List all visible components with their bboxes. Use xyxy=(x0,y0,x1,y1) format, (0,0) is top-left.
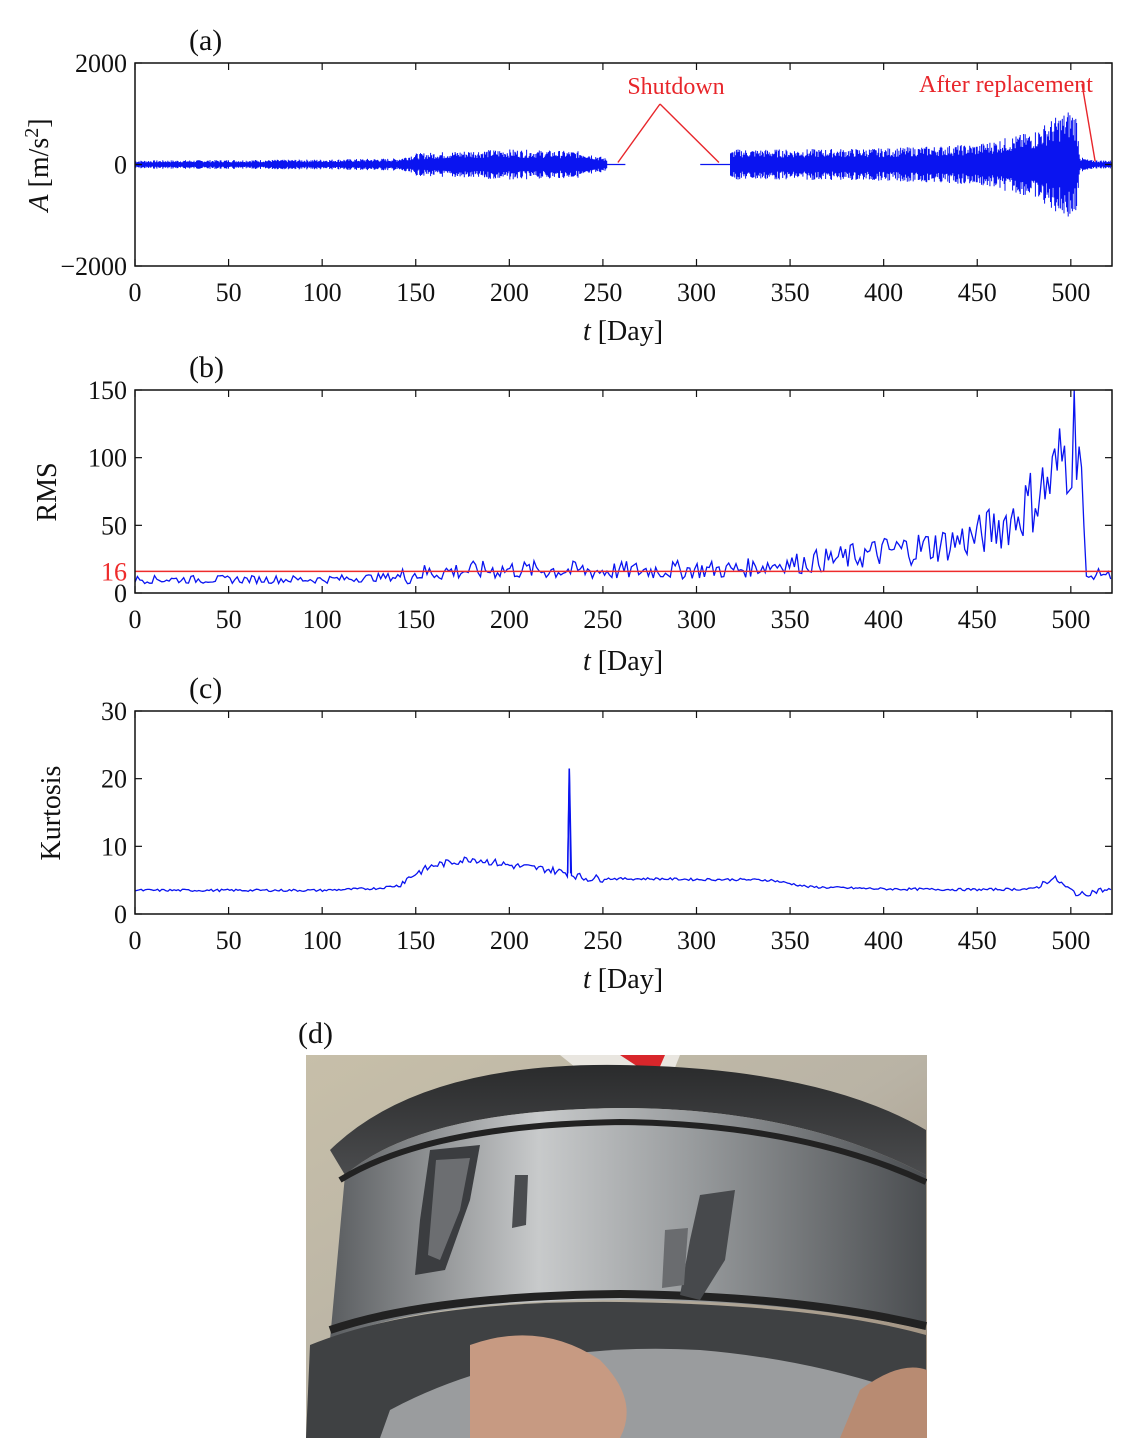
x-tick-label: 100 xyxy=(303,605,342,634)
x-tick-label: 400 xyxy=(864,605,903,634)
x-tick-label: 150 xyxy=(396,926,435,955)
bearing-photo xyxy=(306,1055,927,1438)
panel-label-a: (a) xyxy=(189,24,222,57)
x-tick-label: 500 xyxy=(1051,926,1090,955)
threshold-label: 16 xyxy=(101,557,127,586)
chart-c-xlabel: t [Day] xyxy=(583,964,663,995)
y-tick-label: 10 xyxy=(101,832,127,861)
x-tick-label: 450 xyxy=(958,605,997,634)
chart-a-annotations: Shutdown After replacement xyxy=(617,72,1096,163)
chart-b-xlabel: t [Day] xyxy=(583,646,663,677)
x-tick-label: 350 xyxy=(771,278,810,307)
hand-thumb xyxy=(840,1367,927,1438)
x-tick-label: 350 xyxy=(771,926,810,955)
bearing-upper-groove xyxy=(338,1118,927,1185)
chart-a-y-ticks: 2000 0 −2000 xyxy=(60,49,1112,281)
x-tick-label: 50 xyxy=(216,926,242,955)
x-tick-label: 300 xyxy=(677,605,716,634)
spall-damage-small xyxy=(512,1175,528,1228)
x-tick-label: 50 xyxy=(216,278,242,307)
panel-label-c: (c) xyxy=(189,672,222,705)
bearing-raceway xyxy=(330,1108,926,1340)
chart-a-ylabel: A [m/s2] xyxy=(21,118,55,213)
y-tick-label: 0 xyxy=(114,900,127,929)
spall-damage-texture xyxy=(428,1158,470,1260)
chart-c-ylabel: Kurtosis xyxy=(36,766,67,861)
x-tick-label: 250 xyxy=(583,605,622,634)
x-tick-label: 200 xyxy=(490,926,529,955)
shutdown-pointer xyxy=(617,103,661,163)
chart-a-x-ticks: 0 50 100 150 200 250 300 350 400 450 500 xyxy=(129,63,1090,307)
bearing-outer-rim xyxy=(330,1064,926,1175)
y-tick-label: 30 xyxy=(101,697,127,726)
chart-b: 0 50 100 150 200 250 300 350 400 450 500 0 50 100 150… xyxy=(32,376,1113,677)
x-tick-label: 0 xyxy=(129,926,142,955)
x-tick-label: 450 xyxy=(958,278,997,307)
after-replacement-annotation: After replacement xyxy=(919,72,1093,98)
x-tick-label: 200 xyxy=(490,605,529,634)
bearing-lower-groove xyxy=(328,1289,927,1334)
y-tick-label: 150 xyxy=(88,376,127,405)
x-tick-label: 0 xyxy=(129,605,142,634)
y-tick-label: −2000 xyxy=(60,252,127,281)
x-tick-label: 250 xyxy=(583,926,622,955)
y-tick-label: 0 xyxy=(114,579,127,608)
shutdown-pointer xyxy=(659,103,720,163)
y-tick-label: 0 xyxy=(114,151,127,180)
chart-b-x-ticks: 0 50 100 150 200 250 300 350 400 450 500 xyxy=(129,390,1090,634)
chart-c-frame xyxy=(134,710,1113,915)
shutdown-annotation: Shutdown xyxy=(627,74,724,100)
y-tick-label: 50 xyxy=(101,511,127,540)
x-tick-label: 250 xyxy=(583,278,622,307)
y-tick-label: 100 xyxy=(88,444,127,473)
spall-damage-right-small xyxy=(662,1228,688,1288)
chart-b-plot-area xyxy=(135,390,1112,586)
chart-a-plot-area xyxy=(135,112,1112,217)
x-tick-label: 500 xyxy=(1051,278,1090,307)
chart-b-y-ticks: 0 50 100 150 16 xyxy=(88,376,1112,608)
x-tick-label: 400 xyxy=(864,278,903,307)
chart-b-ylabel: RMS xyxy=(32,462,63,521)
panel-label-d: (d) xyxy=(298,1017,333,1050)
chart-a-xlabel: t [Day] xyxy=(583,316,663,347)
spall-damage-right xyxy=(680,1190,735,1300)
hand-finger xyxy=(470,1335,627,1438)
x-tick-label: 300 xyxy=(677,926,716,955)
x-tick-label: 350 xyxy=(771,605,810,634)
x-tick-label: 100 xyxy=(303,278,342,307)
series-rms xyxy=(135,390,1112,586)
x-tick-label: 50 xyxy=(216,605,242,634)
x-tick-label: 150 xyxy=(396,278,435,307)
x-tick-label: 100 xyxy=(303,926,342,955)
x-tick-label: 300 xyxy=(677,278,716,307)
chart-c-y-ticks: 0 10 20 30 xyxy=(101,697,1112,929)
chart-a: Shutdown After replacement 0 50 100 150 200 2… xyxy=(21,49,1113,347)
after-replacement-pointer xyxy=(1081,83,1096,162)
y-tick-label: 20 xyxy=(101,765,127,794)
x-tick-label: 500 xyxy=(1051,605,1090,634)
x-tick-label: 0 xyxy=(129,278,142,307)
chart-b-frame xyxy=(134,389,1113,594)
kurtosis-spike xyxy=(566,768,572,874)
chart-c-plot-area xyxy=(135,768,1112,897)
chart-c: 0 50 100 150 200 250 300 350 400 450 500 0 10 20 30 t… xyxy=(36,697,1113,995)
series-kurtosis xyxy=(135,768,1112,897)
panel-label-b: (b) xyxy=(189,351,224,384)
chart-c-x-ticks: 0 50 100 150 200 250 300 350 400 450 500 xyxy=(129,711,1090,955)
x-tick-label: 450 xyxy=(958,926,997,955)
x-tick-label: 400 xyxy=(864,926,903,955)
x-tick-label: 150 xyxy=(396,605,435,634)
y-tick-label: 2000 xyxy=(75,49,127,78)
x-tick-label: 200 xyxy=(490,278,529,307)
